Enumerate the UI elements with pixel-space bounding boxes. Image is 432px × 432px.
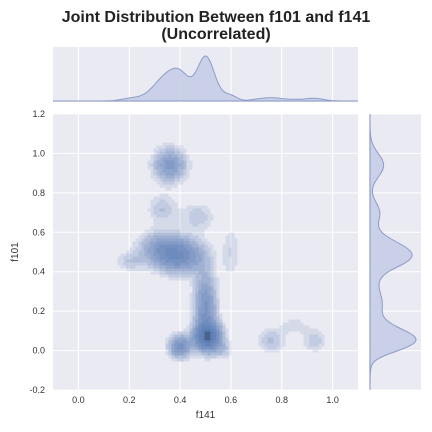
y-tick-label-0: -0.2 xyxy=(29,385,45,395)
kde-level-7 xyxy=(165,247,217,347)
y-tick-label-1: 0.0 xyxy=(32,346,45,356)
x-axis-ticks: 0.0 0.2 0.4 0.6 0.8 1.0 xyxy=(72,395,339,405)
y-tick-label-5: 0.8 xyxy=(32,188,45,198)
kde-level-3 xyxy=(144,151,226,356)
x-tick-label-0: 0.0 xyxy=(72,395,85,405)
joint-plot-background xyxy=(53,114,358,390)
chart-title-line-1: Joint Distribution Between f101 and f141 xyxy=(62,9,371,26)
x-tick-label-2: 0.4 xyxy=(174,395,187,405)
y-tick-label-7: 1.2 xyxy=(32,109,45,119)
kde-level-5 xyxy=(153,160,220,353)
x-tick-label-4: 0.8 xyxy=(275,395,288,405)
kde-level-10 xyxy=(204,331,211,341)
kde-level-6 xyxy=(156,244,220,350)
kde-level-2 xyxy=(126,148,274,359)
x-tick-label-3: 0.6 xyxy=(225,395,238,405)
kde-level-4 xyxy=(147,154,223,356)
chart-title-line-2: (Uncorrelated) xyxy=(161,26,270,43)
right-marginal-kde xyxy=(369,114,417,390)
y-tick-label-2: 0.2 xyxy=(32,306,45,316)
y-axis-ticks: -0.2 0.0 0.2 0.4 0.6 0.8 1.0 1.2 xyxy=(29,109,45,395)
joint-plot-grid xyxy=(53,113,358,391)
x-tick-label-1: 0.2 xyxy=(123,395,136,405)
x-axis-label: f141 xyxy=(196,410,216,421)
y-tick-label-6: 1.0 xyxy=(32,148,45,158)
kde-level-0 xyxy=(117,142,325,362)
y-axis-label: f101 xyxy=(10,242,21,262)
kde-level-1 xyxy=(123,145,322,362)
x-tick-label-5: 1.0 xyxy=(326,395,339,405)
kde-density-contours xyxy=(117,142,325,362)
top-marginal-kde xyxy=(53,55,358,102)
y-tick-label-4: 0.6 xyxy=(32,227,45,237)
y-tick-label-3: 0.4 xyxy=(32,267,45,277)
